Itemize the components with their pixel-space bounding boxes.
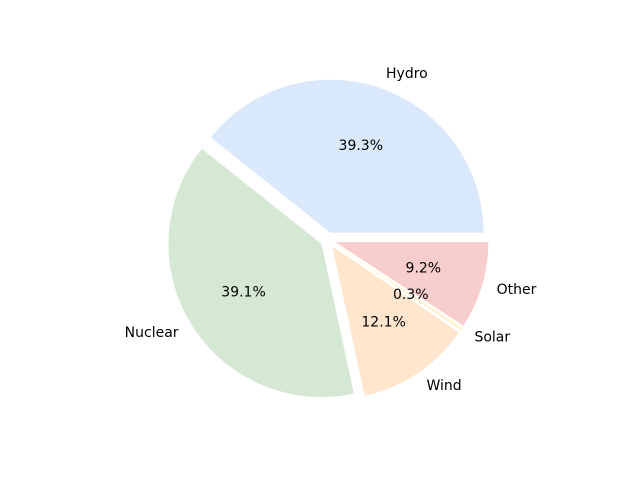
pct-label-hydro: 39.3%: [339, 138, 383, 154]
category-label-wind: Wind: [426, 378, 461, 394]
slice-nuclear: [168, 148, 354, 398]
pct-label-nuclear: 39.1%: [221, 284, 265, 300]
category-label-nuclear: Nuclear: [125, 325, 179, 341]
pct-label-other: 9.2%: [406, 260, 442, 276]
labels-layer: 39.3% Hydro 39.1% Nuclear 12.1% Wind 0.3% Solar…: [125, 66, 537, 394]
pct-label-solar: 0.3%: [393, 287, 429, 303]
category-label-other: Other: [497, 282, 537, 298]
slice-solar: [334, 244, 463, 331]
category-label-hydro: Hydro: [386, 66, 428, 82]
pct-label-wind: 12.1%: [361, 314, 405, 330]
slice-hydro: [210, 79, 484, 233]
slices-layer: [168, 79, 489, 398]
slice-wind: [332, 246, 459, 396]
slice-other: [335, 242, 489, 326]
category-label-solar: Solar: [474, 330, 510, 346]
